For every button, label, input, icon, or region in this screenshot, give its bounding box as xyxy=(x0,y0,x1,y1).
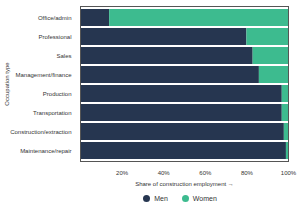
svg-text:Occupation type: Occupation type xyxy=(4,62,10,106)
svg-text:Maintenance/repair: Maintenance/repair xyxy=(20,148,71,154)
svg-text:Production: Production xyxy=(43,91,72,97)
svg-text:40%: 40% xyxy=(158,170,171,176)
html-text:Men: Men xyxy=(154,194,168,202)
svg-text:Sales: Sales xyxy=(56,53,71,59)
svg-text:20%: 20% xyxy=(116,170,129,176)
svg-text:Management/finance: Management/finance xyxy=(15,72,72,78)
svg-text:80%: 80% xyxy=(241,170,254,176)
svg-text:60%: 60% xyxy=(199,170,212,176)
svg-text:Professional: Professional xyxy=(38,34,71,40)
svg-text:Construction/extraction: Construction/extraction xyxy=(10,129,71,135)
svg-text:Office/admin: Office/admin xyxy=(38,15,72,21)
svg-text:Share of construction employme: Share of construction employment → xyxy=(135,181,234,187)
svg-text:Transportation: Transportation xyxy=(33,110,71,116)
svg-text:100%: 100% xyxy=(281,170,297,176)
html-text:Women: Women xyxy=(192,194,217,202)
